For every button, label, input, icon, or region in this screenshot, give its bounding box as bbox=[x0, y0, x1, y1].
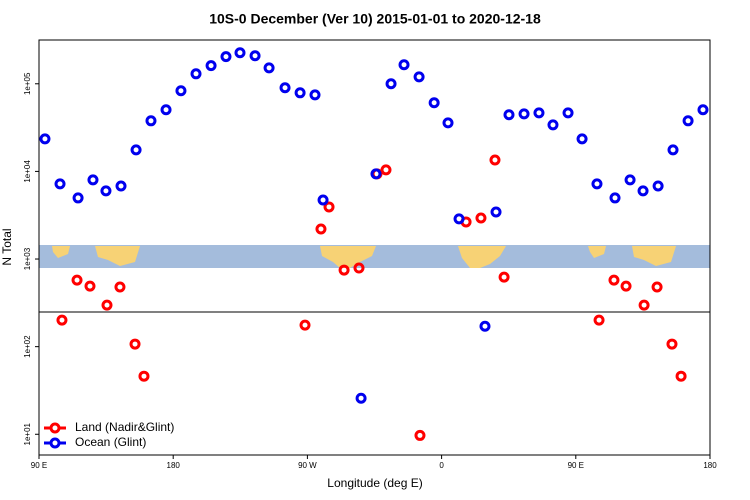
point bbox=[370, 168, 382, 180]
y-tick-label: 1e+02 bbox=[23, 335, 32, 358]
point bbox=[220, 51, 232, 63]
point bbox=[294, 87, 306, 99]
point bbox=[637, 185, 649, 197]
point bbox=[518, 108, 530, 120]
map-strip bbox=[39, 245, 710, 268]
point bbox=[479, 320, 491, 332]
point bbox=[175, 85, 187, 97]
legend-marker bbox=[49, 437, 61, 449]
x-tick-label: 180 bbox=[167, 461, 181, 470]
x-tick-label: 0 bbox=[439, 461, 444, 470]
y-tick-label: 1e+03 bbox=[23, 247, 32, 270]
point bbox=[84, 280, 96, 292]
y-axis-label: N Total bbox=[0, 228, 14, 265]
point bbox=[666, 338, 678, 350]
point bbox=[145, 115, 157, 127]
point bbox=[114, 281, 126, 293]
point bbox=[56, 314, 68, 326]
point bbox=[651, 281, 663, 293]
point bbox=[101, 299, 113, 311]
plot-frame bbox=[38, 39, 711, 456]
point bbox=[413, 71, 425, 83]
point bbox=[593, 314, 605, 326]
point bbox=[279, 82, 291, 94]
point bbox=[317, 194, 329, 206]
legend-marker bbox=[49, 422, 61, 434]
point bbox=[576, 133, 588, 145]
y-tick-label: 1e+05 bbox=[23, 72, 32, 95]
point bbox=[608, 274, 620, 286]
point bbox=[309, 89, 321, 101]
x-axis-label: Longitude (deg E) bbox=[327, 476, 422, 490]
point bbox=[299, 319, 311, 331]
point bbox=[562, 107, 574, 119]
x-tick-label: 90 E bbox=[31, 461, 47, 470]
point bbox=[71, 274, 83, 286]
point bbox=[697, 104, 709, 116]
point bbox=[234, 47, 246, 59]
point bbox=[39, 133, 51, 145]
x-tick-label: 90 W bbox=[298, 461, 317, 470]
point bbox=[489, 154, 501, 166]
point bbox=[398, 59, 410, 71]
chart-title: 10S-0 December (Ver 10) 2015-01-01 to 20… bbox=[209, 11, 541, 27]
point bbox=[54, 178, 66, 190]
point bbox=[675, 370, 687, 382]
point bbox=[355, 392, 367, 404]
point bbox=[129, 338, 141, 350]
point bbox=[385, 78, 397, 90]
point bbox=[263, 62, 275, 74]
point bbox=[428, 97, 440, 109]
point bbox=[624, 174, 636, 186]
point bbox=[100, 185, 112, 197]
point bbox=[453, 213, 465, 225]
point bbox=[638, 299, 650, 311]
point bbox=[652, 180, 664, 192]
point bbox=[190, 68, 202, 80]
point bbox=[249, 50, 261, 62]
point bbox=[442, 117, 454, 129]
y-tick-label: 1e+01 bbox=[23, 422, 32, 445]
point bbox=[475, 212, 487, 224]
x-tick-label: 90 E bbox=[568, 461, 584, 470]
point bbox=[667, 144, 679, 156]
point bbox=[490, 206, 502, 218]
point bbox=[547, 119, 559, 131]
point bbox=[205, 60, 217, 72]
point bbox=[130, 144, 142, 156]
legend-label: Ocean (Glint) bbox=[75, 435, 146, 449]
point bbox=[682, 115, 694, 127]
point bbox=[591, 178, 603, 190]
point bbox=[620, 280, 632, 292]
point bbox=[609, 192, 621, 204]
point bbox=[160, 104, 172, 116]
point bbox=[498, 271, 510, 283]
point bbox=[323, 201, 335, 213]
point bbox=[315, 223, 327, 235]
point bbox=[380, 164, 392, 176]
x-tick-label: 180 bbox=[703, 461, 717, 470]
point bbox=[338, 264, 350, 276]
legend-label: Land (Nadir&Glint) bbox=[75, 420, 174, 434]
point bbox=[115, 180, 127, 192]
point bbox=[72, 192, 84, 204]
point bbox=[414, 429, 426, 441]
point bbox=[503, 109, 515, 121]
point bbox=[533, 107, 545, 119]
y-tick-label: 1e+04 bbox=[23, 160, 32, 183]
point bbox=[138, 370, 150, 382]
point bbox=[87, 174, 99, 186]
point bbox=[353, 262, 365, 274]
